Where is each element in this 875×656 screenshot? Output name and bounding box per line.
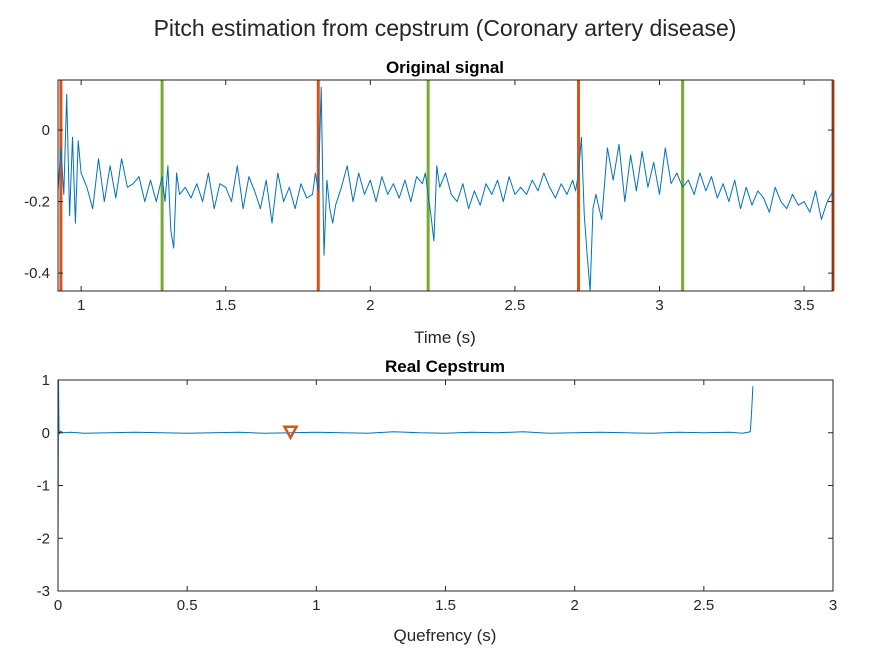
x-tick-label: 3 [655,297,663,314]
pitch-markers [59,80,835,291]
series-line [57,379,754,568]
x-tick-label: 1.5 [215,297,236,314]
peak-marker-triangle [282,425,299,441]
y-tick-label: -2 [37,530,50,547]
original-signal-frame [57,79,834,292]
y-tick-label: -1 [37,478,50,495]
x-tick-label: 3.5 [794,297,815,314]
x-tick-label: 0.5 [177,597,198,614]
y-tick-label: 0 [42,122,50,139]
y-tick-label: 0 [42,425,50,442]
original-signal-title: Original signal [386,58,504,77]
time-axis-label: Time (s) [414,328,476,347]
x-tick-label: 1.5 [435,597,456,614]
signal-series [57,86,834,292]
real-cepstrum-title: Real Cepstrum [385,357,505,376]
x-tick-label: 2.5 [504,297,525,314]
x-tick-label: 2 [366,297,374,314]
y-tick-label: 1 [42,372,50,389]
x-tick-label: 0 [54,597,62,614]
real-cepstrum-ticks: 0 0.5 1 1.5 2 2.5 3 1 0 -1 -2 -3 [37,372,838,614]
x-tick-label: 1 [312,597,320,614]
original-signal-axes: Original signal 1 1.5 2 2.5 3 3.5 0 -0.2 -0.4 Ti… [24,58,835,347]
x-tick-label: 2 [570,597,578,614]
figure-title: Pitch estimation from cepstrum (Coronary… [154,15,737,41]
cepstrum-peak [282,425,299,441]
y-tick-label: -3 [37,583,50,600]
quefrency-axis-label: Quefrency (s) [394,626,497,645]
x-tick-label: 2.5 [693,597,714,614]
cepstrum-series [57,379,754,568]
series-line [57,86,834,292]
real-cepstrum-frame [57,379,834,592]
x-tick-label: 1 [77,297,85,314]
y-tick-label: -0.2 [24,194,50,211]
x-tick-label: 3 [829,597,837,614]
original-signal-ticks: 1 1.5 2 2.5 3 3.5 0 -0.2 -0.4 [24,80,833,314]
real-cepstrum-axes: Real Cepstrum 0 0.5 1 1.5 2 2.5 3 1 0 -1 -2 -3 Quef… [37,357,838,645]
y-tick-label: -0.4 [24,265,50,282]
